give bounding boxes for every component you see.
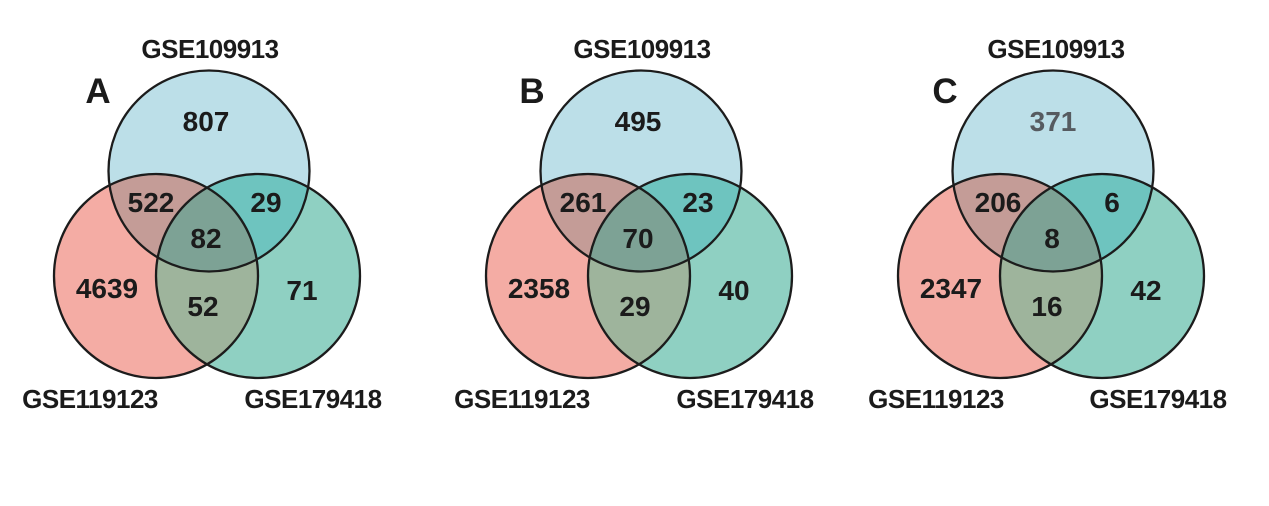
venn-panel-a: A GSE109913 GSE119123 GSE179418 807 522 …: [22, 34, 382, 414]
count-left: 4639: [76, 273, 138, 304]
count-top-right: 29: [250, 187, 281, 218]
count-center: 8: [1044, 223, 1060, 254]
outline-circle-right: [154, 172, 362, 380]
panel-letter: C: [932, 72, 957, 111]
count-center: 70: [622, 223, 653, 254]
panel-letter: A: [85, 72, 110, 111]
outline-circle-top: [539, 69, 743, 273]
overlap-region-center: [1000, 174, 1102, 272]
count-top-right: 23: [682, 187, 713, 218]
outline-circle-right: [998, 172, 1206, 380]
count-top: 807: [183, 106, 230, 137]
count-left-right: 52: [187, 291, 218, 322]
count-top-left: 522: [128, 187, 175, 218]
outline-circle-right: [586, 172, 794, 380]
count-top: 495: [615, 106, 662, 137]
count-top-left: 206: [975, 187, 1022, 218]
set-label-left: GSE119123: [22, 384, 158, 414]
set-label-top: GSE109913: [141, 34, 278, 64]
count-right: 71: [286, 275, 317, 306]
count-left: 2358: [508, 273, 570, 304]
set-label-right: GSE179418: [676, 384, 813, 414]
count-top-right: 6: [1104, 187, 1120, 218]
count-right: 40: [718, 275, 749, 306]
outline-circle-top: [951, 69, 1155, 273]
overlap-region-center: [588, 174, 690, 272]
count-left: 2347: [920, 273, 982, 304]
count-right: 42: [1130, 275, 1161, 306]
count-left-right: 29: [619, 291, 650, 322]
count-top: 371: [1030, 106, 1077, 137]
panel-letter: B: [519, 72, 544, 111]
set-label-right: GSE179418: [244, 384, 381, 414]
outline-circle-top: [107, 69, 311, 273]
count-top-left: 261: [560, 187, 607, 218]
set-label-left: GSE119123: [454, 384, 590, 414]
set-label-right: GSE179418: [1089, 384, 1226, 414]
outline-circle-left: [896, 172, 1104, 380]
count-center: 82: [190, 223, 221, 254]
venn-panel-b: B GSE109913 GSE119123 GSE179418 495 261 …: [454, 34, 814, 414]
overlap-region-center: [156, 174, 258, 272]
outline-circle-left: [484, 172, 692, 380]
outline-circle-left: [52, 172, 260, 380]
count-left-right: 16: [1031, 291, 1062, 322]
set-label-left: GSE119123: [868, 384, 1004, 414]
set-label-top: GSE109913: [987, 34, 1124, 64]
venn-panel-c: C GSE109913 GSE119123 GSE179418 371 206 …: [868, 34, 1227, 414]
set-label-top: GSE109913: [573, 34, 710, 64]
